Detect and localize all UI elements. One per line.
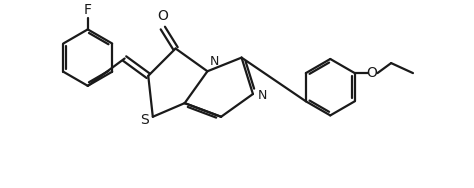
Text: N: N: [210, 55, 219, 68]
Text: O: O: [366, 66, 377, 80]
Text: O: O: [157, 9, 168, 24]
Text: N: N: [257, 89, 267, 102]
Text: S: S: [140, 113, 149, 127]
Text: F: F: [84, 3, 92, 17]
